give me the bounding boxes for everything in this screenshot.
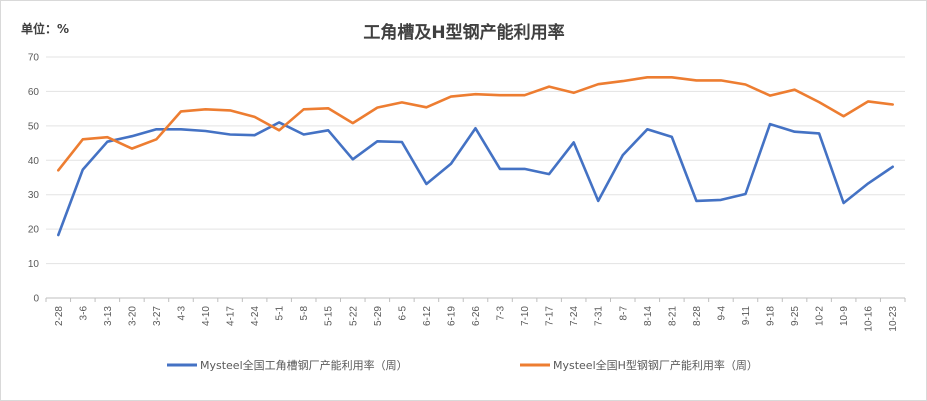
y-tick-label: 60: [28, 87, 40, 98]
x-tick-label: 5-22: [348, 306, 359, 326]
x-tick-label: 8-28: [692, 306, 703, 326]
x-tick-label: 6-19: [446, 306, 457, 326]
x-tick-label: 5-8: [299, 306, 310, 321]
x-tick-label: 7-31: [594, 306, 605, 326]
x-tick-label: 5-1: [275, 306, 286, 321]
y-tick-label: 10: [28, 259, 40, 270]
x-tick-label: 7-10: [520, 306, 531, 326]
x-axis-ticks: 2-28 3-6 3-13 3-20 3-27 4-3 4-10 4-17 4-24 5-1 5-8…: [45, 298, 906, 332]
series-line-0: [56, 121, 895, 237]
x-tick-label: 8-14: [643, 306, 654, 326]
x-tick-label: 10-16: [864, 306, 875, 332]
x-tick-label: 5-29: [373, 306, 384, 326]
y-tick-label: 20: [28, 225, 40, 236]
legend-label-h-beam: Mysteel全国H型钢钢厂产能利用率（周）: [553, 358, 758, 372]
y-tick-label: 0: [33, 294, 39, 305]
y-tick-label: 40: [28, 156, 40, 167]
y-tick-label: 30: [28, 190, 40, 201]
x-tick-label: 3-13: [103, 306, 114, 326]
x-tick-label: 7-17: [545, 306, 556, 326]
y-tick-label: 70: [28, 53, 40, 64]
grid-lines: [46, 56, 905, 299]
x-tick-label: 10-2: [815, 306, 826, 326]
x-tick-label: 4-10: [201, 306, 212, 326]
legend-label-channel-steel: Mysteel全国工角槽钢厂产能利用率（周）: [200, 358, 408, 372]
x-tick-label: 6-26: [471, 306, 482, 326]
series-line-1: [56, 76, 895, 172]
x-tick-label: 4-3: [176, 306, 187, 321]
unit-label: 单位：%: [21, 21, 69, 36]
y-tick-label: 50: [28, 121, 40, 132]
x-tick-label: 9-18: [766, 306, 777, 326]
x-tick-label: 3-20: [127, 306, 138, 326]
x-tick-label: 7-24: [569, 306, 580, 326]
x-tick-label: 9-4: [716, 306, 727, 321]
x-tick-label: 6-5: [397, 306, 408, 321]
chart-title: 工角槽及H型钢产能利用率: [363, 22, 564, 43]
x-tick-label: 10-9: [839, 306, 850, 326]
x-tick-label: 2-28: [54, 306, 65, 326]
x-tick-label: 3-6: [78, 306, 89, 321]
x-tick-label: 5-15: [324, 306, 335, 326]
legend: Mysteel全国工角槽钢厂产能利用率（周） Mysteel全国H型钢钢厂产能利…: [167, 358, 758, 372]
series-lines: [56, 76, 895, 237]
x-tick-label: 4-17: [226, 306, 237, 326]
x-tick-label: 4-24: [250, 306, 261, 326]
x-tick-label: 6-12: [422, 306, 433, 326]
x-tick-label: 7-3: [496, 306, 507, 321]
y-axis-ticks: 0 10 20 30 40 50 60 70: [28, 53, 40, 305]
x-tick-label: 10-23: [888, 306, 899, 332]
x-tick-label: 8-21: [667, 306, 678, 326]
x-tick-label: 9-25: [790, 306, 801, 326]
x-tick-label: 9-11: [741, 306, 752, 326]
x-tick-label: 3-27: [152, 306, 163, 326]
x-tick-label: 8-7: [618, 306, 629, 321]
